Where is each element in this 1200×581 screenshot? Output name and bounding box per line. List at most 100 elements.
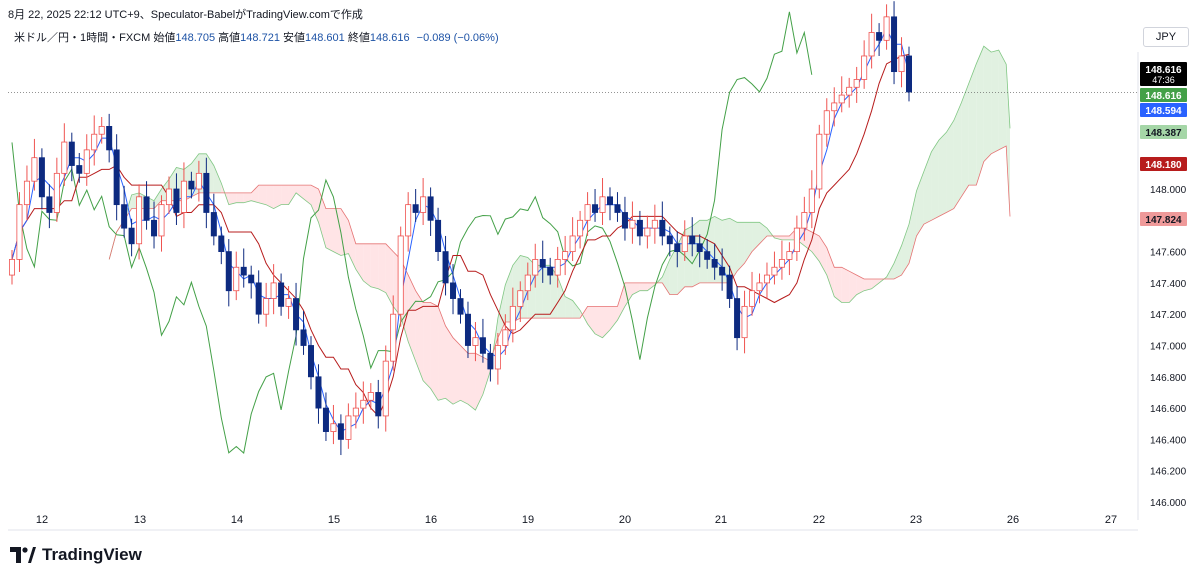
candle-body: [360, 399, 367, 409]
candle-body: [240, 266, 247, 276]
cloud-segment: [273, 185, 282, 209]
candle-body: [233, 266, 240, 292]
cloud-segment: [894, 245, 902, 279]
candle-body: [285, 298, 292, 307]
y-tick-label: 146.800: [1150, 373, 1187, 384]
candle-body: [427, 196, 434, 221]
candle-body: [898, 55, 905, 73]
candle-body: [659, 219, 666, 237]
candle-body: [143, 196, 150, 221]
cloud-segment: [557, 277, 566, 319]
candle-body: [831, 102, 838, 112]
cloud-segment: [834, 267, 842, 303]
candle-body: [883, 16, 890, 41]
candle-body: [868, 32, 875, 57]
cloud-segment: [729, 218, 738, 283]
change-value: −0.089 (−0.06%): [416, 32, 499, 44]
candle-body: [906, 55, 913, 93]
price-label-chikou: [1140, 88, 1187, 102]
candle-body: [674, 243, 681, 252]
cloud-segment: [774, 235, 782, 240]
candle-body: [846, 86, 853, 96]
cloud-segment: [408, 275, 416, 362]
candle-body: [517, 290, 524, 307]
published-info: 8月 22, 2025 22:12 UTC+9、Speculator-Babel…: [8, 9, 363, 21]
candle-body: [681, 235, 688, 252]
symbol-legend: 米ドル／円・1時間・FXCM 始値148.705 高値148.721 安値148…: [14, 29, 499, 45]
candle-body: [91, 133, 98, 151]
candle-body: [547, 266, 554, 276]
cloud-segment: [856, 275, 865, 295]
cloud-segment: [288, 185, 297, 205]
cloud-segment: [228, 192, 237, 205]
cloud-segment: [251, 185, 259, 203]
candle-body: [300, 329, 307, 346]
candle-body: [53, 172, 60, 213]
cloud-segment: [497, 284, 506, 338]
candle-body: [218, 235, 225, 252]
price-label-text: 148.594: [1145, 106, 1182, 117]
candle-body: [293, 298, 300, 331]
candle-body: [367, 392, 374, 401]
candle-body: [337, 423, 344, 440]
cloud-segment: [415, 290, 424, 381]
cloud-segment: [572, 300, 581, 319]
candle-body: [435, 219, 442, 253]
y-tick-label: 147.000: [1150, 342, 1187, 353]
candle-body: [756, 282, 763, 292]
cloud-segment: [580, 306, 588, 324]
candle-body: [165, 188, 172, 206]
candle-body: [614, 204, 621, 213]
candle-body: [61, 141, 68, 174]
candle-body: [375, 392, 382, 417]
tradingview-logo: TradingView: [10, 545, 142, 565]
candle-body: [382, 360, 389, 417]
candle-body: [487, 352, 494, 370]
cloud-segment: [460, 345, 468, 405]
x-tick-label: 20: [619, 514, 631, 526]
cloud-segment: [916, 171, 924, 236]
x-tick-label: 14: [231, 514, 243, 526]
candle-body: [16, 204, 23, 260]
candle-body: [195, 172, 202, 190]
cloud-segment: [998, 50, 1007, 150]
cloud-segment: [722, 218, 730, 283]
cloud-segment: [363, 243, 371, 287]
candle-body: [345, 415, 352, 440]
cloud-segment: [976, 46, 984, 186]
cloud-segment: [759, 222, 767, 244]
symbol-name[interactable]: 米ドル／円・1時間・FXCM: [14, 32, 151, 44]
currency-button[interactable]: JPY: [1143, 27, 1189, 47]
candle-body: [68, 141, 75, 166]
cloud-segment: [154, 189, 162, 209]
cloud-segment: [938, 132, 947, 217]
candle-body: [255, 282, 262, 315]
cloud-segment: [961, 83, 969, 197]
price-label-last: [1140, 62, 1187, 86]
span-b-line: [108, 145, 1011, 362]
candle-body: [210, 212, 217, 237]
candle-body: [636, 219, 643, 237]
candle-body: [128, 227, 135, 245]
candle-body: [577, 219, 584, 237]
candle-body: [592, 204, 599, 213]
cloud-segment: [946, 120, 954, 213]
candle-body: [494, 345, 501, 370]
cloud-segment: [311, 185, 319, 223]
y-tick-label: 147.200: [1150, 310, 1187, 321]
cloud-segment: [610, 306, 618, 330]
cloud-segment: [423, 302, 431, 389]
candle-body: [502, 329, 509, 346]
cloud-segment: [325, 208, 334, 252]
candle-body: [46, 196, 53, 213]
x-tick-label: 22: [813, 514, 825, 526]
cloud-segment: [752, 222, 760, 252]
candle-body: [173, 188, 180, 213]
candle-body: [405, 204, 412, 237]
close-value: 148.616: [369, 32, 410, 44]
cloud-segment: [385, 243, 394, 307]
cloud-segment: [258, 185, 267, 205]
candle-body: [464, 313, 471, 346]
cloud-segment: [669, 245, 678, 295]
